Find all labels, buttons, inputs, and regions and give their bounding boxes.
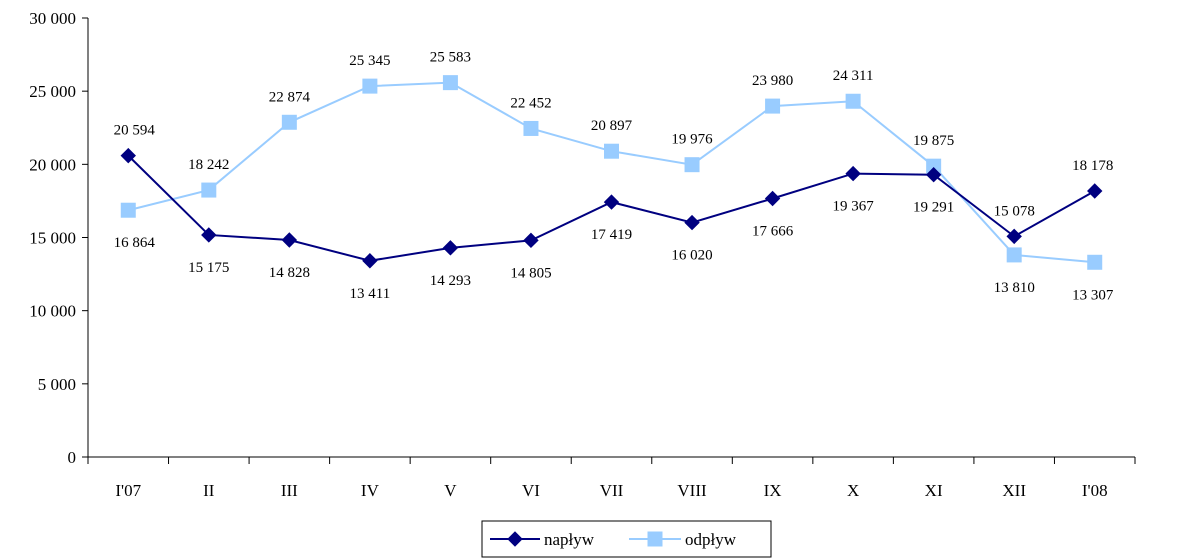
y-tick-label: 0: [68, 448, 77, 467]
data-point-naplyw: [1087, 183, 1103, 199]
data-point-odplyw: [604, 143, 619, 159]
x-tick-label: II: [203, 481, 215, 500]
data-label-naplyw: 13 411: [350, 286, 391, 302]
data-label-naplyw: 19 367: [832, 199, 874, 215]
data-point-odplyw: [845, 93, 861, 109]
data-point-odplyw: [523, 120, 539, 136]
axes: 0 5 000 10 000 15 000 20 000 25 000 30 000 I'07…: [29, 9, 1136, 500]
legend-label-naplyw: napływ: [544, 530, 595, 549]
data-label-odplyw: 22 452: [510, 95, 551, 111]
data-label-naplyw: 17 419: [591, 227, 632, 243]
data-point-naplyw: [603, 194, 620, 210]
y-tick-label: 10 000: [29, 302, 76, 321]
y-tick-label: 20 000: [29, 155, 76, 174]
x-tick-label: XII: [1002, 481, 1026, 500]
x-tick-label: VIII: [677, 481, 707, 500]
data-label-odplyw: 22 874: [269, 89, 311, 105]
data-point-odplyw: [120, 202, 136, 218]
legend-marker-naplyw: [507, 531, 523, 547]
y-tick-label: 25 000: [29, 82, 76, 101]
data-label-odplyw: 23 980: [752, 73, 793, 89]
data-label-odplyw: 18 242: [188, 157, 229, 173]
x-tick-label: IX: [764, 481, 782, 500]
data-point-odplyw: [201, 182, 217, 198]
x-tick-label: XI: [925, 481, 943, 500]
data-point-naplyw: [120, 147, 136, 164]
legend: napływ odpływ: [481, 520, 772, 558]
data-label-odplyw: 19 875: [913, 133, 954, 149]
y-tick-label: 30 000: [29, 9, 76, 28]
data-point-naplyw: [684, 214, 700, 231]
data-point-naplyw: [281, 232, 298, 248]
data-label-naplyw: 15 175: [188, 260, 229, 276]
data-point-naplyw: [925, 167, 942, 183]
y-tick-label: 5 000: [38, 375, 76, 394]
data-point-odplyw: [281, 114, 297, 130]
x-tick-label: VII: [600, 481, 624, 500]
data-point-naplyw: [1006, 228, 1022, 245]
data-point-naplyw: [845, 165, 861, 182]
data-point-odplyw: [362, 78, 378, 94]
data-label-naplyw: 14 828: [269, 265, 310, 281]
x-tick-label: IV: [361, 481, 380, 500]
data-label-naplyw: 17 666: [752, 223, 794, 239]
data-label-odplyw: 13 307: [1072, 287, 1114, 303]
x-tick-label: VI: [522, 481, 540, 500]
data-label-naplyw: 19 291: [913, 200, 954, 216]
data-label-naplyw: 18 178: [1072, 158, 1113, 174]
data-label-naplyw: 14 293: [430, 273, 471, 289]
data-label-naplyw: 20 594: [114, 123, 156, 139]
x-tick-label: V: [444, 481, 457, 500]
data-label-odplyw: 25 345: [349, 53, 390, 69]
data-label-odplyw: 20 897: [591, 118, 633, 134]
x-tick-label: X: [847, 481, 859, 500]
data-point-naplyw: [362, 253, 378, 269]
data-point-odplyw: [442, 75, 458, 91]
data-point-naplyw: [764, 190, 781, 207]
data-labels: 20 594 16 864 15 175 18 242 14 828 22 874 13 4…: [114, 50, 1114, 304]
data-label-odplyw: 16 864: [114, 235, 156, 251]
data-label-odplyw: 19 976: [671, 132, 713, 148]
data-label-naplyw: 16 020: [671, 248, 712, 264]
x-tick-label: I'07: [115, 481, 141, 500]
data-point-odplyw: [684, 157, 700, 173]
data-label-naplyw: 15 078: [994, 203, 1035, 219]
legend-marker-odplyw: [647, 531, 663, 547]
x-tick-label: I'08: [1082, 481, 1108, 500]
series-markers: [120, 75, 1103, 270]
data-point-odplyw: [1087, 254, 1103, 270]
data-point-naplyw: [201, 227, 217, 243]
data-label-odplyw: 25 583: [430, 50, 471, 66]
data-point-odplyw: [1006, 247, 1022, 263]
y-tick-label: 15 000: [29, 229, 76, 248]
legend-label-odplyw: odpływ: [685, 530, 737, 549]
data-point-naplyw: [523, 232, 539, 249]
data-point-naplyw: [442, 240, 459, 256]
data-label-naplyw: 14 805: [510, 265, 551, 281]
data-label-odplyw: 13 810: [994, 280, 1035, 296]
data-label-odplyw: 24 311: [833, 68, 874, 84]
data-point-odplyw: [765, 98, 781, 114]
x-tick-label: III: [281, 481, 298, 500]
